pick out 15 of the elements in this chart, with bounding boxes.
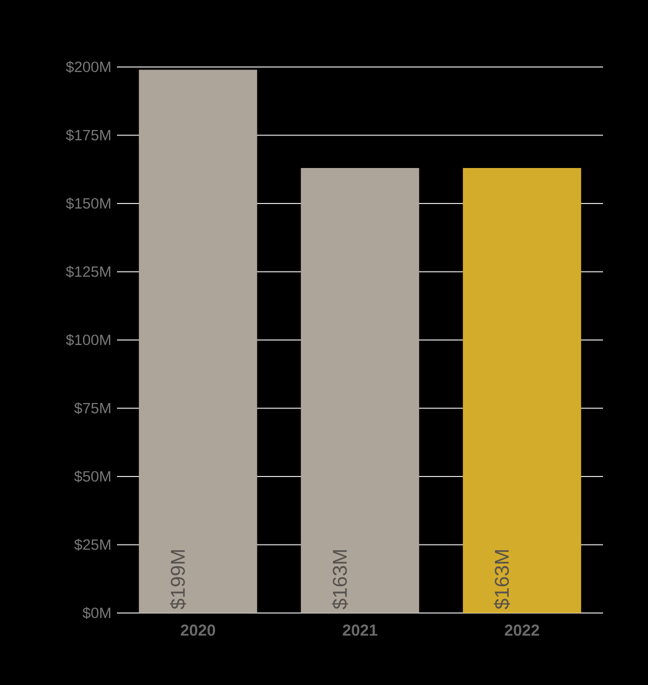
data-label: $199M [170,550,186,610]
y-tick-label: $25M [74,538,110,551]
x-tick-label: 2022 [504,624,540,636]
y-tick-label: $150M [66,197,110,210]
y-tick-label: $100M [66,334,110,346]
x-tick-label: 2021 [342,624,378,636]
y-tick-label: $175M [66,129,110,142]
y-tick-label: $50M [74,470,110,483]
data-label: $163M [494,550,510,610]
y-tick-label: $75M [74,402,110,414]
x-tick-label: 2020 [180,624,216,636]
y-tick-label: $0M [82,606,110,620]
y-tick-label: $200M [66,60,110,74]
data-label: $163M [332,550,348,610]
y-tick-label: $125M [66,266,110,278]
